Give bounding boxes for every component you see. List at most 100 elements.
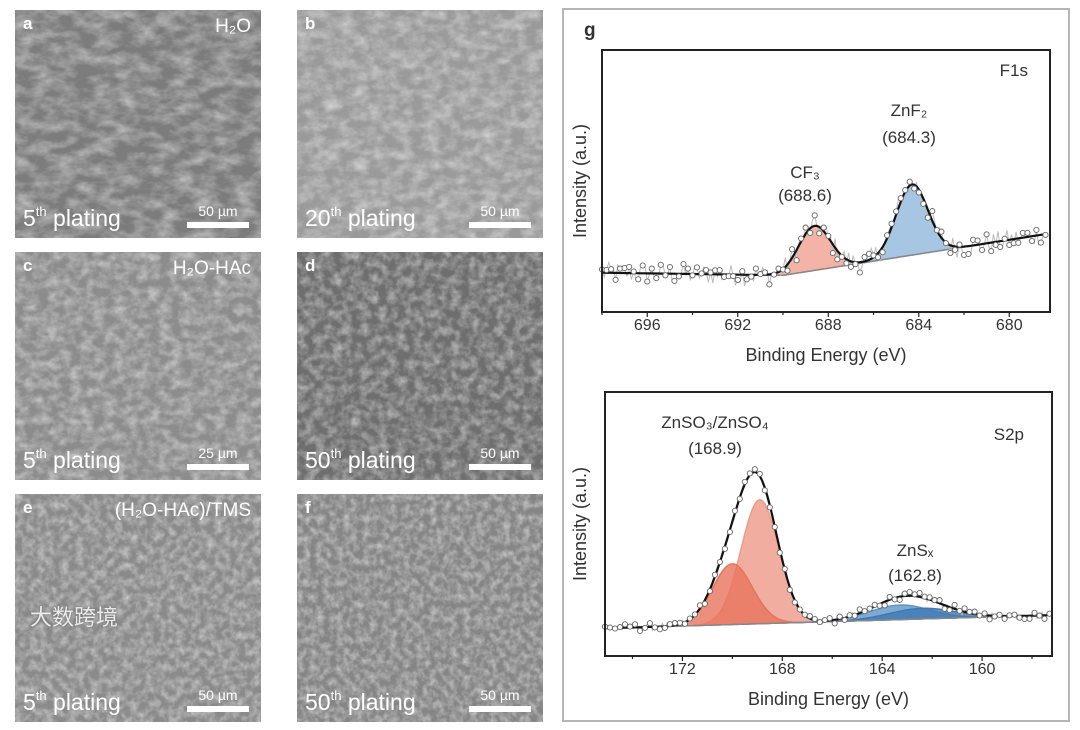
- xps-chart-f1s: 696 692 688 684 680 Binding Energy (eV) Intens…: [570, 49, 1051, 365]
- data-point: [901, 590, 908, 597]
- data-point: [821, 616, 828, 624]
- data-point: [856, 269, 863, 276]
- data-point: [796, 606, 803, 613]
- data-point: [951, 246, 959, 253]
- sem-panel-c: c H₂O-HAc 5th plating 25 µm: [15, 252, 261, 480]
- x-axis-label: Binding Energy (eV): [748, 689, 909, 709]
- sem-panel-f: f 50th plating 50 µm: [297, 494, 543, 722]
- data-point: [639, 262, 646, 269]
- data-point: [1031, 609, 1038, 616]
- plating-cycle-number: 50: [305, 447, 331, 473]
- data-point: [793, 257, 800, 264]
- peak-position-label: (684.3): [882, 128, 936, 147]
- x-tick-label: 168: [769, 661, 796, 678]
- data-point: [921, 593, 928, 600]
- raw-data-line: [604, 468, 1053, 632]
- panel-letter-g: g: [584, 20, 596, 41]
- data-point: [1024, 229, 1031, 236]
- sem-micrograph: [297, 494, 543, 722]
- x-tick-label: 680: [996, 317, 1023, 334]
- data-point: [706, 588, 713, 595]
- data-point: [616, 624, 624, 631]
- data-point: [938, 228, 945, 235]
- panel-condition-label: H₂O: [215, 16, 251, 37]
- data-point: [886, 593, 893, 600]
- scale-bar: 50 µm: [187, 687, 249, 712]
- data-point: [606, 624, 614, 631]
- xps-chart-s2p: 172 168 164 160 Binding Energy (eV) Intensity…: [570, 391, 1053, 709]
- data-point: [961, 605, 968, 612]
- data-point: [942, 240, 949, 247]
- data-point: [866, 605, 873, 612]
- x-tick-label: 696: [634, 317, 661, 334]
- data-point: [906, 588, 913, 596]
- data-point: [791, 599, 798, 606]
- sem-panel-e: e (H₂O-HAc)/TMS 5th plating 50 µm: [15, 494, 261, 722]
- data-point: [761, 487, 768, 494]
- data-point: [956, 607, 963, 614]
- data-point: [644, 278, 651, 285]
- data-point: [666, 263, 673, 271]
- data-point: [820, 224, 827, 231]
- data-point: [786, 586, 793, 593]
- data-point: [951, 601, 958, 608]
- data-point: [716, 558, 723, 566]
- panel-condition-label: H₂O-HAc: [172, 258, 251, 279]
- spectrum-region-label: S2p: [994, 425, 1024, 444]
- plating-cycle-label: 50th plating: [305, 446, 416, 473]
- data-point: [941, 605, 948, 612]
- data-point: [739, 268, 746, 275]
- data-point: [657, 261, 664, 268]
- panel-letter: f: [305, 498, 311, 517]
- data-point: [731, 507, 738, 514]
- data-point: [916, 589, 923, 597]
- x-tick-label: 172: [669, 661, 696, 678]
- data-point: [843, 260, 850, 267]
- fit-envelope-line: [604, 470, 1052, 630]
- data-point: [621, 621, 629, 628]
- data-point: [646, 620, 653, 627]
- data-point: [801, 611, 808, 618]
- data-point: [816, 230, 823, 237]
- sem-micrograph: [15, 252, 261, 480]
- data-point: [684, 265, 692, 272]
- x-tick-label: 160: [969, 661, 996, 678]
- panel-letter: c: [23, 256, 33, 275]
- data-point: [770, 271, 778, 278]
- sem-micrograph: [15, 494, 261, 722]
- data-point: [612, 276, 619, 283]
- data-point: [766, 281, 773, 288]
- data-point: [743, 276, 750, 283]
- data-point: [716, 267, 723, 274]
- data-point: [806, 612, 813, 620]
- data-point: [784, 267, 791, 274]
- data-point: [756, 470, 763, 477]
- data-point: [906, 178, 913, 185]
- xps-panel-frame: [562, 8, 1070, 722]
- data-point: [711, 571, 718, 578]
- panel-letter: e: [23, 498, 33, 517]
- data-point: [965, 250, 972, 258]
- data-point: [966, 608, 973, 615]
- x-axis-label: Binding Energy (eV): [745, 345, 906, 365]
- data-point: [681, 620, 688, 627]
- data-point: [956, 241, 963, 248]
- peak-species-label: ZnF₂: [891, 101, 928, 120]
- data-point: [971, 608, 978, 615]
- data-point: [693, 264, 701, 271]
- data-point: [825, 232, 832, 239]
- plating-cycle-label: 20th plating: [305, 204, 416, 231]
- data-point: [1036, 612, 1043, 619]
- data-point: [988, 248, 995, 255]
- data-point: [851, 612, 858, 619]
- peak-position-label: (162.8): [888, 566, 942, 585]
- data-point: [789, 246, 796, 253]
- data-point: [1006, 612, 1013, 619]
- data-point: [816, 619, 823, 626]
- data-point: [986, 616, 993, 623]
- plating-cycle-number: 5: [23, 447, 36, 473]
- data-point: [703, 266, 710, 274]
- data-point: [736, 495, 743, 502]
- data-point: [847, 263, 854, 270]
- y-axis-label: Intensity (a.u.): [570, 124, 590, 238]
